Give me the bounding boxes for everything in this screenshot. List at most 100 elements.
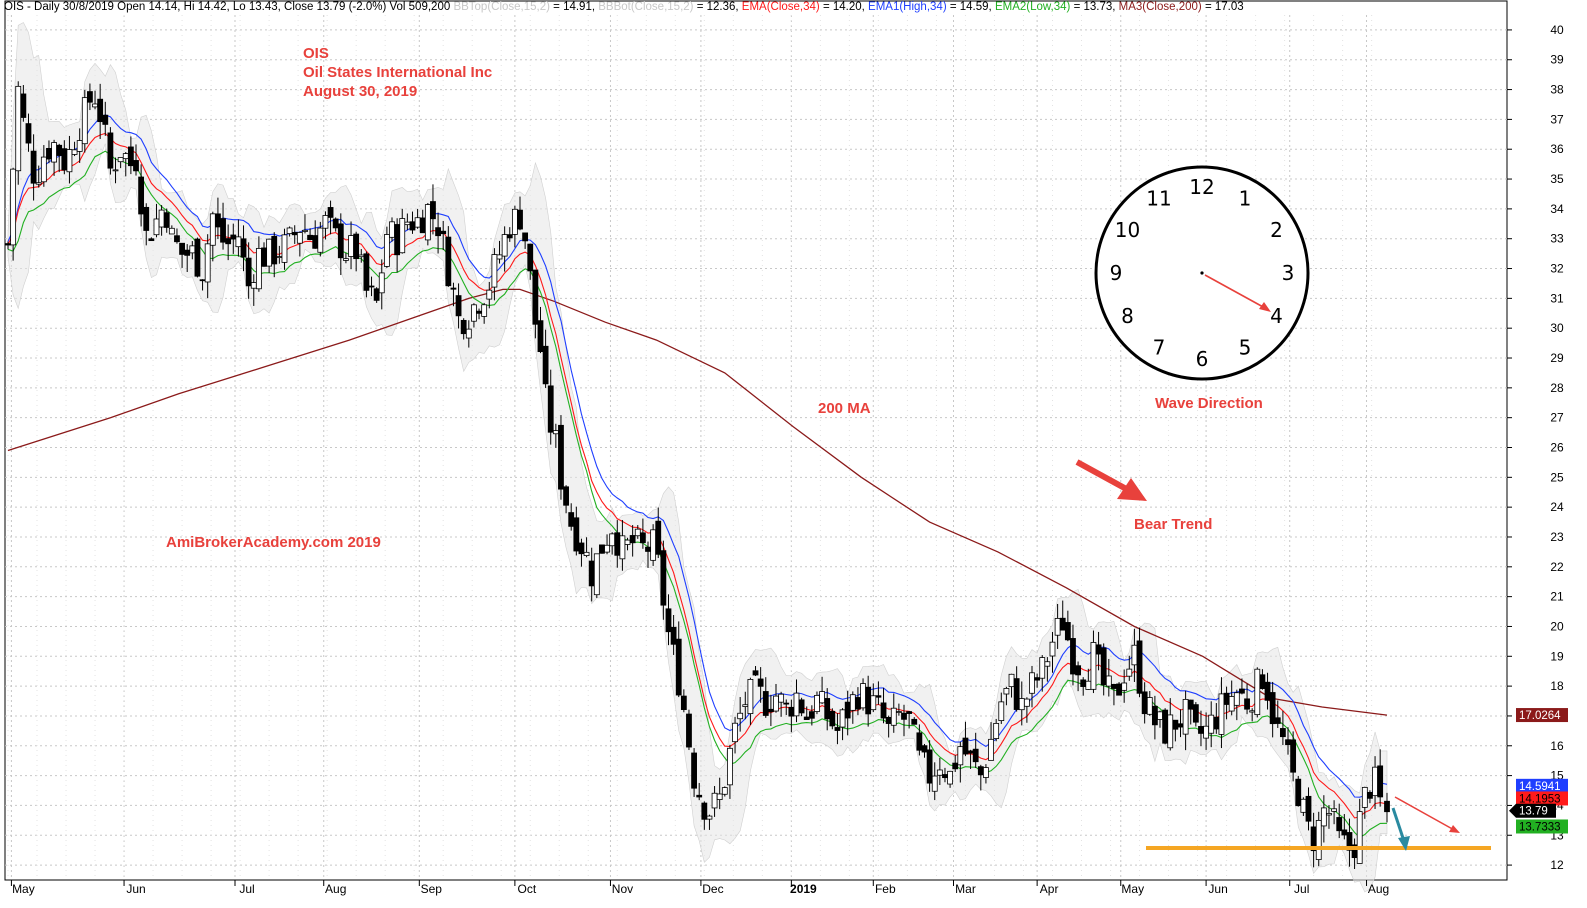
- x-tick-label: Aug: [325, 882, 346, 896]
- candle-body: [727, 747, 733, 786]
- candle-body: [184, 249, 191, 256]
- candle-body: [988, 738, 994, 761]
- candle-body: [122, 153, 129, 160]
- candle-body: [1116, 683, 1122, 696]
- candle-body: [66, 149, 73, 173]
- candle-body: [424, 204, 431, 241]
- candle-body: [1070, 638, 1076, 675]
- candle-body: [107, 132, 114, 169]
- candle-body: [97, 98, 104, 123]
- chart-header: OIS - Daily 30/8/2019 Open 14.14, Hi 14.…: [4, 1, 1244, 13]
- candle-body: [542, 345, 549, 385]
- candle-body: [680, 695, 687, 710]
- y-tick-label: 23: [1550, 530, 1564, 544]
- candle-body: [1095, 644, 1102, 655]
- y-tick-label: 40: [1550, 23, 1564, 37]
- candle-body: [670, 626, 677, 645]
- candle-body: [552, 430, 559, 435]
- candle-body: [276, 256, 283, 259]
- y-tick-label: 33: [1550, 232, 1564, 246]
- candle-body: [808, 711, 815, 719]
- candle-body: [952, 762, 959, 770]
- candle-body: [757, 678, 764, 687]
- y-tick-label: 30: [1550, 321, 1564, 335]
- x-tick-label: 2019: [790, 882, 817, 896]
- candle-body: [860, 683, 866, 709]
- candle-body: [849, 694, 856, 711]
- candle-body: [225, 238, 232, 245]
- candle-body: [875, 695, 882, 698]
- candle-body: [742, 704, 749, 707]
- candle-body: [419, 217, 426, 234]
- candle-body: [204, 243, 211, 283]
- candle-body: [645, 546, 651, 552]
- candle-body: [235, 236, 242, 248]
- candle-body: [1208, 714, 1215, 734]
- candle-body: [614, 532, 621, 556]
- candle-body: [281, 234, 288, 263]
- header-ema2-value: = 13.73,: [1070, 1, 1119, 13]
- candle-body: [1367, 791, 1373, 799]
- candle-body: [967, 750, 974, 754]
- candle-body: [112, 169, 119, 172]
- ticker-label: OIS: [303, 45, 329, 62]
- candle-body: [1264, 681, 1271, 701]
- candle-body: [348, 235, 354, 257]
- candle-body: [30, 150, 37, 184]
- candle-body: [650, 529, 657, 561]
- wave-direction-label: Wave Direction: [1155, 395, 1263, 412]
- x-tick-label: Jun: [126, 882, 145, 896]
- y-tick-label: 12: [1550, 858, 1564, 872]
- clock-number-12: 12: [1189, 175, 1214, 199]
- candle-body: [353, 233, 360, 260]
- candle-body: [163, 212, 170, 228]
- candle-body: [209, 213, 216, 246]
- candle-body: [506, 234, 513, 239]
- candle-body: [1361, 786, 1368, 808]
- candle-body: [675, 638, 682, 696]
- candle-body: [1034, 677, 1041, 681]
- candle-body: [752, 670, 759, 676]
- candle-body: [127, 146, 134, 167]
- candle-body: [20, 93, 27, 118]
- candle-body: [962, 737, 969, 755]
- y-tick-label: 32: [1550, 262, 1564, 276]
- candle-body: [1131, 644, 1138, 666]
- watermark-label: AmiBrokerAcademy.com 2019: [166, 534, 381, 551]
- candle-body: [1018, 698, 1025, 711]
- candle-body: [1151, 705, 1158, 726]
- candle-body: [1259, 674, 1266, 689]
- candle-body: [143, 206, 150, 231]
- candle-body: [660, 550, 667, 606]
- x-tick-label: Jul: [1294, 882, 1309, 896]
- candle-body: [1249, 710, 1256, 713]
- candle-body: [793, 692, 800, 717]
- header-ema-label: EMA(Close,34): [741, 1, 820, 13]
- clock-number-10: 10: [1115, 218, 1140, 242]
- candle-body: [322, 215, 329, 229]
- price-tag-ema-high: 14.5941: [1519, 781, 1561, 793]
- candle-body: [327, 207, 334, 218]
- bear-trend-label: Bear Trend: [1134, 516, 1213, 533]
- x-tick-label: May: [12, 882, 35, 896]
- candle-body: [1023, 698, 1030, 707]
- candle-body: [1331, 808, 1337, 812]
- x-tick-label: May: [1121, 882, 1144, 896]
- candle-body: [46, 147, 52, 160]
- candle-body: [102, 114, 109, 125]
- candle-body: [593, 553, 600, 596]
- x-tick-label: Jun: [1208, 882, 1227, 896]
- candle-body: [1346, 832, 1353, 851]
- date-label: August 30, 2019: [303, 83, 418, 100]
- candle-body: [1100, 647, 1107, 686]
- candle-body: [583, 551, 590, 556]
- candle-body: [194, 238, 201, 277]
- candle-body: [957, 746, 964, 766]
- x-tick-label: Jul: [239, 882, 254, 896]
- candle-body: [87, 91, 93, 103]
- candle-body: [1300, 798, 1307, 813]
- candle-body: [599, 544, 605, 554]
- clock-center: [1200, 271, 1204, 275]
- candle-body: [414, 217, 421, 228]
